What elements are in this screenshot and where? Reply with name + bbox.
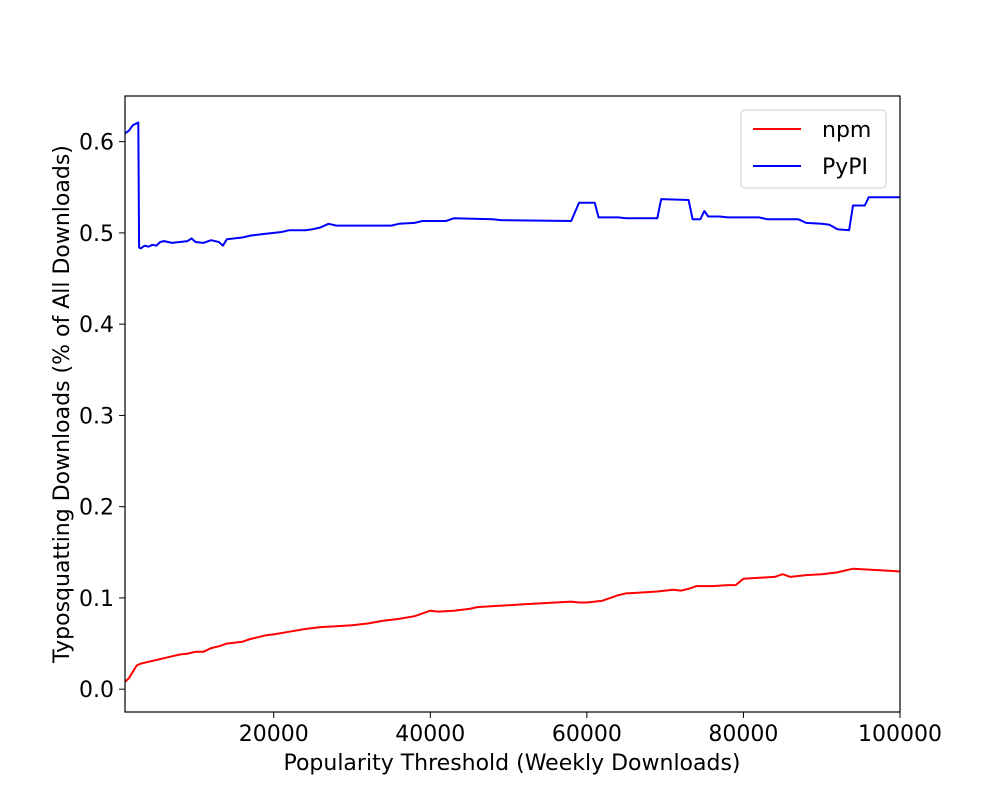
series-line-pypi [124, 121, 900, 250]
y-tick-label: 0.4 [79, 313, 114, 338]
series-layer [124, 121, 901, 683]
legend: npm PyPI [740, 109, 887, 189]
y-tick-label: 0.0 [79, 678, 114, 703]
y-axis-label: Typosquatting Downloads (% of All Downlo… [50, 145, 75, 664]
legend-label-npm: npm [822, 118, 871, 143]
x-tick-label: 20000 [239, 722, 309, 747]
series-line-npm [124, 567, 901, 683]
x-tick-label: 60000 [552, 722, 622, 747]
legend-label-pypi: PyPI [822, 155, 868, 180]
x-axis-ticks: 20000 40000 60000 80000 100000 [239, 712, 942, 747]
y-tick-label: 0.2 [79, 496, 114, 521]
y-tick-label: 0.1 [79, 587, 114, 612]
plot-frame [124, 95, 901, 713]
x-tick-label: 40000 [395, 722, 465, 747]
x-axis-label: Popularity Threshold (Weekly Downloads) [283, 751, 740, 776]
y-axis-ticks: 0.0 0.1 0.2 0.3 0.4 0.5 0.6 [79, 131, 125, 703]
y-tick-label: 0.5 [79, 222, 114, 247]
x-tick-label: 80000 [708, 722, 778, 747]
y-tick-label: 0.3 [79, 404, 114, 429]
y-tick-label: 0.6 [79, 131, 114, 156]
x-tick-label: 100000 [858, 722, 942, 747]
